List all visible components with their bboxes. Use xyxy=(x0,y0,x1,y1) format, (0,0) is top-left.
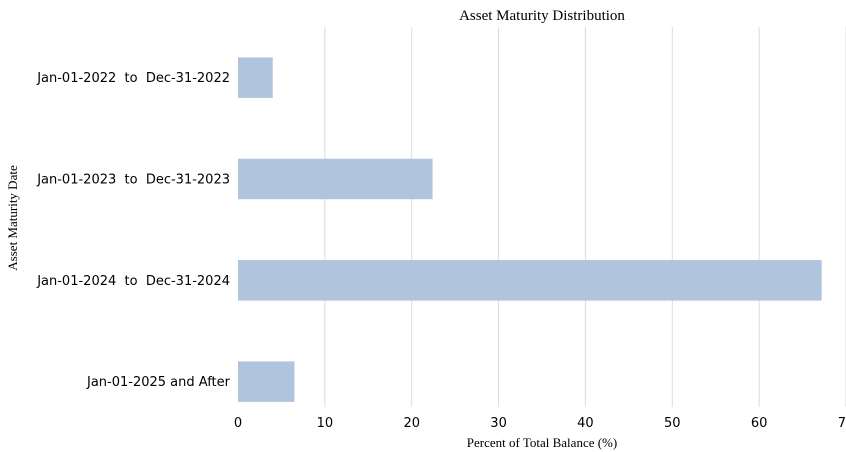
y-tick-label-3: Jan-01-2024 to Dec-31-2024 xyxy=(36,274,230,289)
bar-4 xyxy=(238,361,295,402)
x-tick-labels: 0 10 20 30 40 50 60 70 xyxy=(234,416,846,431)
chart-title: Asset Maturity Distribution xyxy=(459,8,625,24)
bar-layer xyxy=(238,57,822,402)
x-tick-label-50: 50 xyxy=(664,416,681,431)
y-tick-label-1: Jan-01-2022 to Dec-31-2022 xyxy=(36,71,230,86)
x-tick-label-20: 20 xyxy=(403,416,420,431)
bar-2 xyxy=(238,158,433,200)
x-tick-label-0: 0 xyxy=(234,416,242,431)
x-axis-label: Percent of Total Balance (%) xyxy=(467,435,617,450)
x-tick-label-70: 70 xyxy=(838,416,846,431)
x-tick-label-40: 40 xyxy=(577,416,594,431)
x-tick-label-30: 30 xyxy=(490,416,507,431)
y-tick-label-4: Jan-01-2025 and After xyxy=(86,375,231,390)
y-tick-label-2: Jan-01-2023 to Dec-31-2023 xyxy=(36,172,230,187)
x-tick-label-60: 60 xyxy=(751,416,768,431)
bar-3 xyxy=(238,260,822,301)
bar-1 xyxy=(238,57,273,98)
y-axis-label: Asset Maturity Date xyxy=(5,165,20,271)
y-tick-labels: Jan-01-2022 to Dec-31-2022 Jan-01-2023 to… xyxy=(36,71,230,390)
grid-layer xyxy=(324,27,846,407)
x-tick-label-10: 10 xyxy=(317,416,334,431)
